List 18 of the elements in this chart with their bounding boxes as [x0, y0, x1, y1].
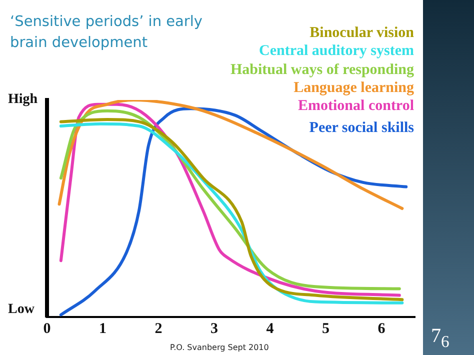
text: Emotional control — [298, 98, 414, 114]
x-tick-label: 6 — [378, 320, 386, 337]
x-tick-label: 2 — [154, 320, 162, 337]
text: P.O. Svanberg Sept 2010 — [170, 343, 269, 352]
text: High — [8, 92, 38, 108]
text: Central auditory system — [259, 42, 414, 59]
x-tick-label: 3 — [210, 320, 218, 337]
x-tick-label: 5 — [322, 320, 330, 337]
text: Low — [8, 302, 34, 318]
text: Habitual ways of responding — [230, 62, 414, 78]
text: Language learning — [294, 80, 414, 96]
text: 7$_{6}$ — [431, 325, 450, 351]
chart-title: ‘Sensitive periods’ in early brain development — [10, 13, 204, 53]
series-label: Peer social skills — [309, 120, 414, 136]
x-tick-label: 1 — [99, 320, 107, 337]
x-tick-label: 4 — [266, 320, 274, 337]
text: Binocular vision — [310, 24, 415, 41]
x-tick-label: 0 — [43, 320, 51, 337]
